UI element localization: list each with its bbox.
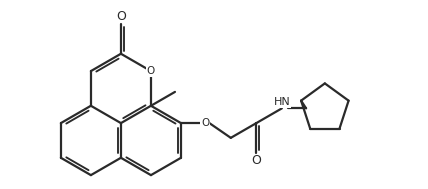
Text: O: O [201,118,209,128]
Text: HN: HN [273,97,290,107]
Text: O: O [116,9,126,22]
Text: O: O [147,66,155,76]
Text: O: O [251,154,261,167]
